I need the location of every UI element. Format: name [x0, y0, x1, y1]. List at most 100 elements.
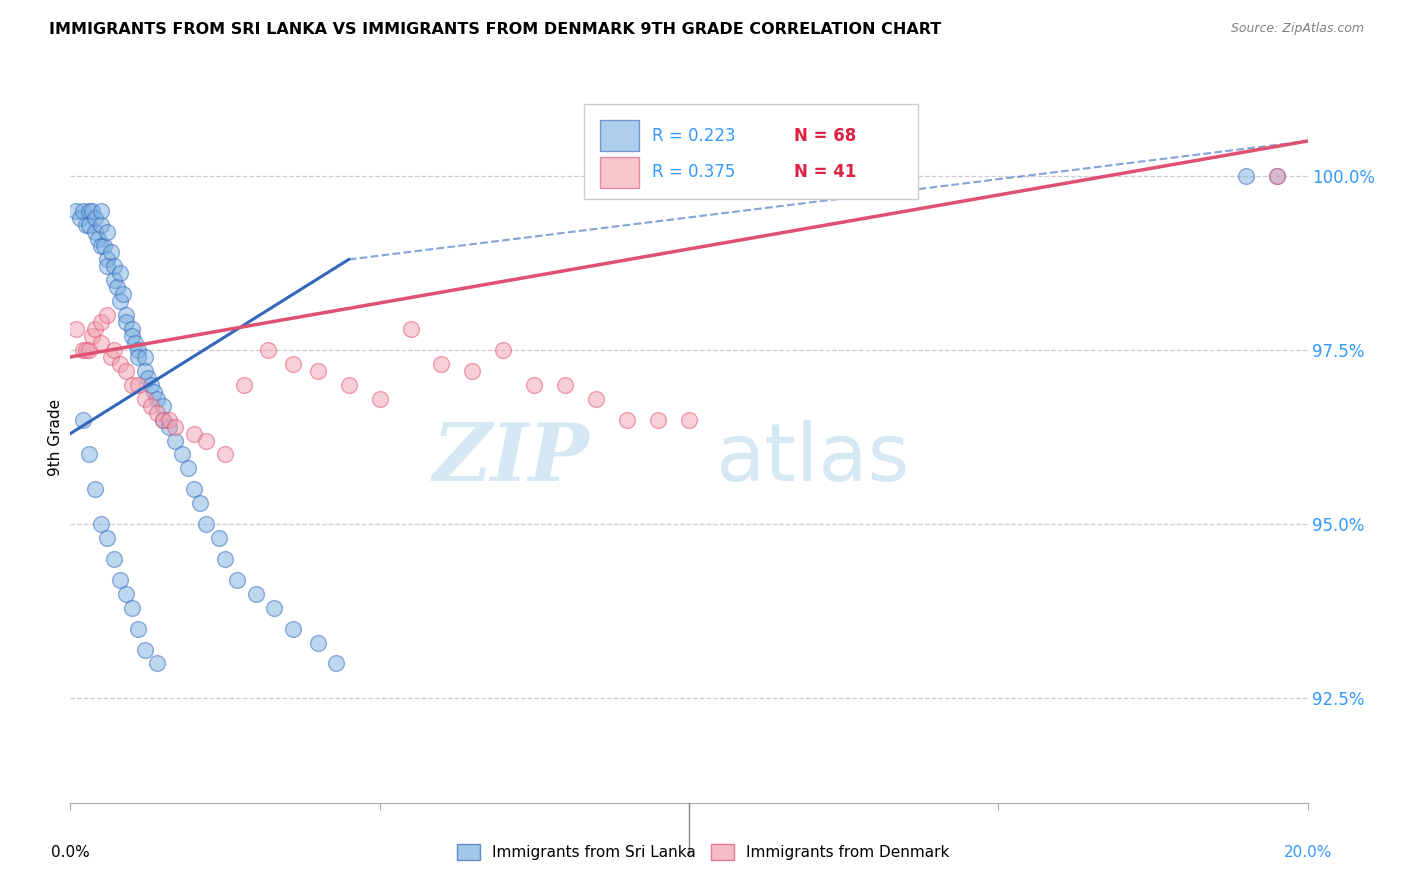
Point — [96, 260, 118, 274]
Point — [77, 203, 100, 218]
Point — [80, 203, 103, 218]
Point — [134, 364, 156, 378]
Text: N = 68: N = 68 — [794, 127, 856, 145]
Text: R = 0.223: R = 0.223 — [652, 127, 735, 145]
Text: IMMIGRANTS FROM SRI LANKA VS IMMIGRANTS FROM DENMARK 9TH GRADE CORRELATION CHART: IMMIGRANTS FROM SRI LANKA VS IMMIGRANTS … — [49, 22, 942, 37]
Point — [111, 287, 134, 301]
Point — [127, 622, 149, 636]
Text: 20.0%: 20.0% — [1284, 845, 1331, 860]
Point — [170, 448, 193, 462]
FancyBboxPatch shape — [583, 104, 918, 200]
Point — [103, 343, 125, 357]
Point — [105, 280, 128, 294]
Point — [115, 315, 138, 329]
Point — [121, 377, 143, 392]
Point — [80, 329, 103, 343]
Point — [72, 203, 94, 218]
Point — [183, 426, 205, 441]
Point — [257, 343, 280, 357]
Point — [103, 552, 125, 566]
Point — [165, 419, 187, 434]
Point — [188, 496, 211, 510]
Point — [146, 657, 169, 671]
Point — [65, 203, 87, 218]
Point — [399, 322, 422, 336]
Point — [108, 294, 131, 309]
FancyBboxPatch shape — [600, 120, 640, 151]
Point — [157, 419, 180, 434]
Point — [554, 377, 576, 392]
Point — [96, 252, 118, 267]
Point — [226, 573, 249, 587]
Point — [134, 392, 156, 406]
Point — [134, 642, 156, 657]
Point — [90, 218, 112, 232]
Point — [245, 587, 267, 601]
Point — [77, 343, 100, 357]
Point — [121, 329, 143, 343]
Legend: Immigrants from Sri Lanka, Immigrants from Denmark: Immigrants from Sri Lanka, Immigrants fr… — [450, 838, 956, 866]
Point — [136, 371, 159, 385]
Point — [142, 384, 165, 399]
Text: ZIP: ZIP — [433, 420, 591, 498]
Point — [195, 434, 218, 448]
Point — [93, 238, 115, 252]
Point — [678, 412, 700, 426]
Point — [1234, 169, 1257, 183]
Point — [263, 600, 285, 615]
Point — [115, 364, 138, 378]
Point — [616, 412, 638, 426]
Point — [232, 377, 254, 392]
Point — [157, 412, 180, 426]
Point — [195, 517, 218, 532]
Point — [152, 412, 174, 426]
Point — [368, 392, 391, 406]
Point — [307, 635, 329, 649]
Point — [108, 573, 131, 587]
Point — [108, 266, 131, 280]
Point — [65, 322, 87, 336]
Point — [72, 343, 94, 357]
Point — [127, 350, 149, 364]
Point — [647, 412, 669, 426]
Point — [139, 377, 162, 392]
Point — [84, 211, 107, 225]
Point — [84, 225, 107, 239]
Point — [281, 622, 304, 636]
Point — [90, 517, 112, 532]
Point — [146, 392, 169, 406]
Point — [69, 211, 91, 225]
Point — [96, 225, 118, 239]
Point — [281, 357, 304, 371]
Point — [214, 448, 236, 462]
Point — [121, 322, 143, 336]
Point — [90, 315, 112, 329]
Point — [337, 377, 360, 392]
Point — [84, 322, 107, 336]
Point — [127, 377, 149, 392]
Text: N = 41: N = 41 — [794, 163, 856, 181]
Point — [90, 336, 112, 351]
Point — [152, 412, 174, 426]
Point — [121, 600, 143, 615]
Point — [523, 377, 546, 392]
Text: Source: ZipAtlas.com: Source: ZipAtlas.com — [1230, 22, 1364, 36]
Point — [139, 399, 162, 413]
Point — [124, 336, 146, 351]
Text: R = 0.375: R = 0.375 — [652, 163, 735, 181]
Point — [492, 343, 515, 357]
Text: atlas: atlas — [716, 420, 910, 498]
Point — [75, 343, 97, 357]
Point — [183, 483, 205, 497]
Point — [177, 461, 200, 475]
Point — [127, 343, 149, 357]
FancyBboxPatch shape — [600, 157, 640, 187]
Point — [585, 392, 607, 406]
Point — [146, 406, 169, 420]
Point — [1265, 169, 1288, 183]
Y-axis label: 9th Grade: 9th Grade — [48, 399, 63, 475]
Point — [108, 357, 131, 371]
Point — [103, 260, 125, 274]
Point — [307, 364, 329, 378]
Point — [115, 308, 138, 322]
